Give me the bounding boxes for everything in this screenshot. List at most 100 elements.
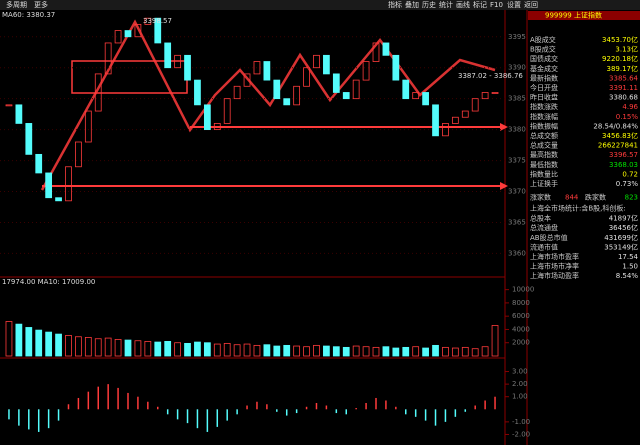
stat-label: 流通市值 [530,242,558,251]
volume-bar [332,346,340,357]
candle [461,110,469,118]
candle [243,73,251,87]
candle [471,98,479,112]
volume-bar [313,344,320,357]
candle [481,92,489,100]
toolbar-button[interactable]: 设置 [507,0,521,9]
volume-bar [233,344,241,357]
toolbar-button[interactable]: 返回 [524,1,538,9]
row-value: 3391.11 [609,84,638,92]
candle [303,67,310,87]
row-value: 3380.68 [609,94,638,102]
candle [432,104,439,137]
row-label: 最高指数 [530,150,558,159]
volume-bar [223,342,231,357]
y-tick-label: 10000 [512,286,534,294]
volume-bar [154,341,162,357]
volume-bar [432,344,439,357]
volume-bar [442,346,449,357]
candle [342,92,350,100]
candle [283,98,291,106]
row-value: 3385.64 [609,74,638,82]
volume-bar [144,340,152,357]
row-value: 3456.83亿 [602,131,638,140]
row-value: 0.15% [616,113,639,121]
volume-bar [84,337,92,357]
candle [442,123,449,137]
y-tick-label: 3365 [508,218,526,226]
row-value: 3368.03 [609,161,638,169]
candle [412,92,420,100]
volume-bar [203,342,211,357]
toolbar-item[interactable]: 更多 [34,0,48,9]
y-tick-label: -2.00 [512,430,530,438]
row-value: 3396.57 [609,151,638,159]
candle [194,79,201,106]
volume-bar [491,325,499,357]
stat-label: 上海市场动盈率 [530,271,579,280]
y-tick-label: -1.00 [512,418,530,426]
stats-title: 上海全市场统计:含B股,科创板: [530,204,626,213]
row-label: 最低指数 [530,160,558,169]
volume-bar [283,344,291,357]
volume-bar [362,346,370,357]
row-label: 国债成交 [530,54,558,63]
candle [233,85,241,100]
toolbar-button[interactable]: F10 [490,1,503,9]
stat-value: 36456亿 [609,223,638,232]
volume-bar [481,346,489,357]
panel-title-bg [528,11,640,20]
row-label: B股成交 [530,45,556,54]
candle [65,166,72,202]
high-label: 3398.57 [143,17,172,25]
candle [362,61,370,81]
arrowhead [500,182,508,190]
row-label: A股成交 [530,35,556,44]
toolbar-item[interactable]: 多周期 [6,0,27,9]
volume-bar [213,343,221,357]
volume-bar [273,345,281,357]
y-tick-label: 3.00 [512,368,528,376]
candle [203,104,211,131]
volume-bar [184,342,191,357]
rise-count: 844 [565,194,579,202]
volume-bar [243,343,251,357]
candle [323,54,330,75]
candle [332,73,340,93]
candle [45,172,53,199]
candle [372,42,380,62]
volume-bar [342,346,350,357]
toolbar-button[interactable]: 指标 [388,0,402,9]
stat-value: 1.50 [622,263,638,271]
volume-bar [45,331,53,357]
volume-bar [134,340,142,357]
panel-title: 999999 上证指数 [545,11,602,20]
volume-bar [164,340,172,357]
toolbar-button[interactable]: 标记 [473,0,487,9]
volume-bar [104,337,112,357]
candle [25,123,33,155]
volume-bar [94,338,102,357]
candle [184,54,191,81]
toolbar-button[interactable]: 画线 [456,0,470,9]
stat-value: 431699亿 [604,233,638,242]
toolbar-button[interactable]: 叠加 [405,0,419,9]
candle [5,104,13,107]
row-label: 指数涨跌 [530,102,558,111]
row-value: 0.73% [616,180,639,188]
toolbar-button[interactable]: 统计 [439,0,453,9]
candle [382,42,390,56]
volume-bar [451,347,459,357]
toolbar-button[interactable]: 历史 [422,0,436,9]
volume-bar [174,342,181,357]
stat-value: 8.54% [616,272,639,280]
candle [451,116,459,124]
row-value: 28.54/0.84% [593,122,638,130]
candle [422,92,429,106]
volume-bar [372,346,380,357]
volume-bar [194,341,201,357]
volume-bar [471,348,479,357]
volume-bar [5,321,13,357]
volume-bar [392,347,400,357]
rise-label: 涨家数 [530,193,551,202]
